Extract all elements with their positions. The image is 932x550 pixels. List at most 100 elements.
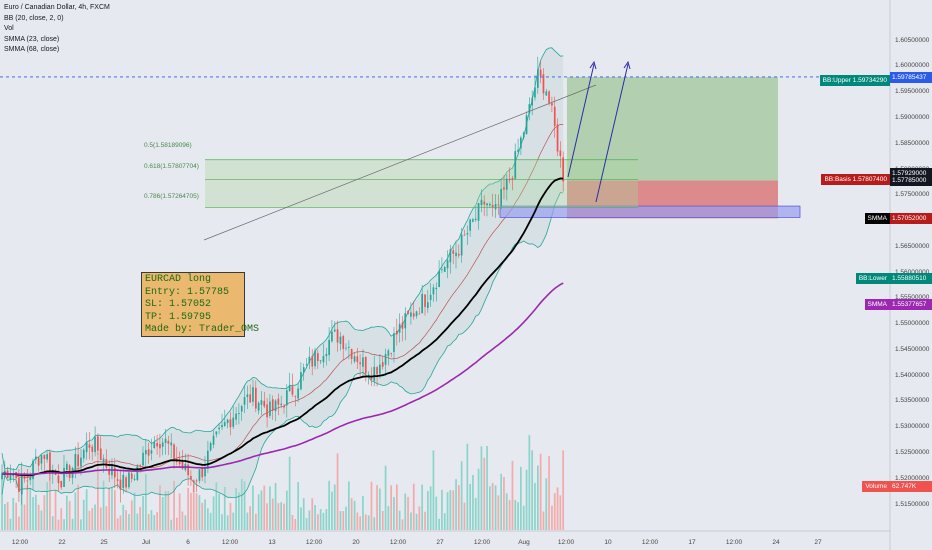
candle-body xyxy=(161,442,164,447)
candle-body xyxy=(317,353,319,362)
candle-body xyxy=(187,464,189,476)
volume-bar xyxy=(505,493,508,530)
note-line-author: Made by: Trader_OMS xyxy=(145,324,260,336)
candle-body xyxy=(108,469,110,475)
volume-bar xyxy=(190,492,192,530)
candle-body xyxy=(283,405,285,408)
drawings xyxy=(0,60,890,241)
volume-bar xyxy=(201,502,204,530)
note-line-tp: TP: 1.59795 xyxy=(145,311,212,323)
volume-bar xyxy=(74,492,77,530)
candle-body xyxy=(486,203,488,206)
candle-body xyxy=(18,478,20,492)
candle-body xyxy=(91,446,94,452)
candle-body xyxy=(209,443,212,451)
candle-body xyxy=(252,387,254,402)
candle-body xyxy=(517,149,519,152)
candle-body xyxy=(167,440,170,444)
volume-bar xyxy=(522,505,525,530)
candle-body xyxy=(9,473,12,480)
volume-bar xyxy=(336,453,339,530)
bb-lower-line xyxy=(1,191,564,499)
volume-bars xyxy=(1,435,564,530)
bollinger-bands xyxy=(1,47,564,499)
y-tick-label: 1.59500000 xyxy=(895,88,930,96)
candle-body xyxy=(356,356,359,363)
volume-bar xyxy=(497,495,500,530)
candle-body xyxy=(325,354,328,357)
volume-bar xyxy=(260,490,263,530)
volume-bar xyxy=(350,498,353,530)
volume-bar xyxy=(319,509,322,530)
volume-bar xyxy=(283,503,285,530)
trade-zones xyxy=(205,76,801,219)
volume-bar xyxy=(122,504,125,530)
volume-bar xyxy=(291,515,294,530)
volume-bar xyxy=(429,486,432,530)
legend-smma-23[interactable]: SMMA (23, close) xyxy=(4,35,60,43)
candle-body xyxy=(80,457,82,467)
volume-bar xyxy=(474,497,477,530)
volume-bar xyxy=(537,465,539,530)
volume-bar xyxy=(15,502,17,530)
y-tick-label: 1.52000000 xyxy=(895,474,930,482)
candle-body xyxy=(379,364,381,374)
volume-bar xyxy=(77,484,79,530)
volume-bar xyxy=(297,482,299,530)
candle-body xyxy=(505,178,508,190)
candle-body xyxy=(432,287,435,295)
candle-body xyxy=(102,458,105,463)
entry-zone-rect xyxy=(499,205,801,218)
candle-body xyxy=(238,413,240,415)
volume-bar xyxy=(136,513,139,530)
volume-bar xyxy=(142,495,144,530)
candle-body xyxy=(311,356,314,367)
candle-body xyxy=(1,473,3,479)
bb-basis-line xyxy=(1,123,564,478)
y-tick-label: 1.52500000 xyxy=(895,449,930,456)
volume-bar xyxy=(4,504,6,530)
candle-body xyxy=(128,472,130,488)
candle-body xyxy=(145,450,147,455)
volume-bar xyxy=(322,512,325,530)
y-tick-label: 1.54500000 xyxy=(895,345,930,353)
y-tick-label: 1.56000000 xyxy=(895,268,930,276)
candle-body xyxy=(455,252,457,257)
candle-body xyxy=(418,313,421,315)
candle-body xyxy=(427,302,429,309)
legend-smma-68[interactable]: SMMA (68, close) xyxy=(4,46,60,53)
volume-bar xyxy=(410,512,412,530)
candle-body xyxy=(260,400,263,405)
volume-bar xyxy=(491,483,494,530)
x-tick-label: 27 xyxy=(814,539,822,546)
volume-bar xyxy=(51,516,54,530)
volume-bar xyxy=(35,494,37,530)
legend-vol[interactable]: Vol xyxy=(4,25,14,32)
volume-bar xyxy=(472,475,474,530)
legend-title[interactable]: Euro / Canadian Dollar, 4h, FXCM xyxy=(4,4,110,11)
candle-body xyxy=(249,394,251,403)
volume-bar xyxy=(223,487,226,530)
candle-body xyxy=(232,417,235,427)
volume-bar xyxy=(379,488,381,530)
candle-body xyxy=(435,287,438,290)
volume-bar xyxy=(18,516,20,530)
volume-bar xyxy=(105,506,108,530)
volume-bar xyxy=(184,515,187,530)
volume-bar xyxy=(328,480,330,530)
projection-arrow-1 xyxy=(567,63,595,178)
bb-fill xyxy=(2,47,564,498)
candle-body xyxy=(373,366,376,381)
volume-bar xyxy=(280,502,282,530)
candle-body xyxy=(551,103,553,106)
candle-body xyxy=(364,356,367,374)
volume-bar xyxy=(20,482,23,530)
legend-bb[interactable]: BB (20, close, 2, 0) xyxy=(4,14,64,22)
x-tick-label: Jul xyxy=(141,539,151,546)
trade-note[interactable]: EURCAD long Entry: 1.57785 SL: 1.57052 T… xyxy=(141,272,260,337)
volume-bar xyxy=(238,492,240,530)
candle-body xyxy=(190,476,192,479)
x-tick-label: 27 xyxy=(436,539,444,546)
bb-upper-line xyxy=(1,47,564,471)
